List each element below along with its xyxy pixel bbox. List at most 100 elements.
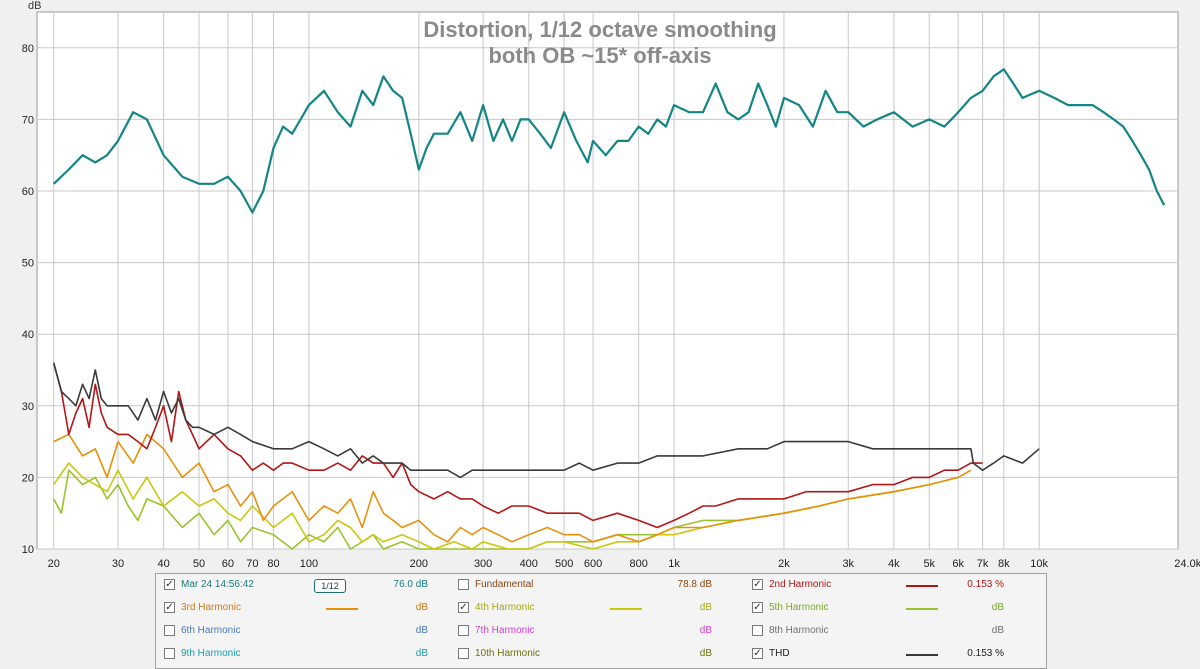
legend-item-7th-harmonic[interactable]: 7th Harmonic dB xyxy=(458,624,748,640)
legend-swatch xyxy=(610,608,642,610)
legend-label: 4th Harmonic xyxy=(475,602,535,613)
chart-subtitle: both OB ~15* off-axis xyxy=(488,43,711,68)
legend-label: THD xyxy=(769,648,790,659)
legend-value: dB xyxy=(699,625,712,636)
legend-checkbox[interactable]: ✓ xyxy=(458,602,469,613)
x-tick-label: 3k xyxy=(842,558,854,570)
x-tick-label: 24.0k Hz xyxy=(1174,558,1200,570)
x-tick-label: 1k xyxy=(668,558,680,570)
distortion-chart: 20 30 40 50 60 70 80 100 200 300 400 500 600 800 1k 2k 3… xyxy=(22,0,1200,570)
legend-checkbox[interactable] xyxy=(164,648,175,659)
legend-checkbox[interactable]: ✓ xyxy=(164,602,175,613)
legend-label: 7th Harmonic xyxy=(475,625,535,636)
series-lines xyxy=(52,68,1166,550)
legend-item-measurement[interactable]: ✓ Mar 24 14:56:42 1/12 76.0 dB xyxy=(164,578,454,594)
legend-value: dB xyxy=(415,648,428,659)
legend-checkbox[interactable] xyxy=(458,579,469,590)
series-line-thd xyxy=(52,362,1040,479)
smoothing-badge[interactable]: 1/12 xyxy=(314,579,346,593)
legend-checkbox[interactable] xyxy=(458,648,469,659)
legend-checkbox[interactable] xyxy=(164,625,175,636)
legend-value: dB xyxy=(415,625,428,636)
x-tick-label: 70 xyxy=(246,558,258,570)
legend-label: Fundamental xyxy=(475,579,534,590)
legend-item-8th-harmonic[interactable]: 8th Harmonic dB xyxy=(752,624,1042,640)
legend-item-9th-harmonic[interactable]: 9th Harmonic dB xyxy=(164,647,454,663)
tick-labels: 20 30 40 50 60 70 80 100 200 300 400 500 600 800 1k 2k 3… xyxy=(22,43,1200,570)
legend-label: 6th Harmonic xyxy=(181,625,241,636)
legend-label: Mar 24 14:56:42 xyxy=(181,579,254,590)
legend-value: dB xyxy=(991,625,1004,636)
x-tick-label: 4k xyxy=(888,558,900,570)
x-tick-label: 5k xyxy=(923,558,935,570)
x-tick-label: 100 xyxy=(300,558,318,570)
legend-checkbox[interactable]: ✓ xyxy=(752,579,763,590)
legend-label: 3rd Harmonic xyxy=(181,602,242,613)
legend-item-3rd-harmonic[interactable]: ✓ 3rd Harmonic dB xyxy=(164,601,454,617)
chart-title: Distortion, 1/12 octave smoothing xyxy=(423,17,776,42)
legend-value: dB xyxy=(699,602,712,613)
legend-swatch xyxy=(906,585,938,587)
x-tick-label: 500 xyxy=(555,558,573,570)
x-tick-label: 8k xyxy=(998,558,1010,570)
y-tick-label: 80 xyxy=(22,43,34,55)
legend-checkbox[interactable]: ✓ xyxy=(752,602,763,613)
legend-item-10th-harmonic[interactable]: 10th Harmonic dB xyxy=(458,647,748,663)
legend-label: 5th Harmonic xyxy=(769,602,829,613)
x-tick-label: 60 xyxy=(222,558,234,570)
legend-swatch xyxy=(906,608,938,610)
legend-item-2nd-harmonic[interactable]: ✓ 2nd Harmonic 0.153 % xyxy=(752,578,1042,594)
series-line-mar-24-14-56-42 xyxy=(52,68,1166,214)
x-tick-label: 800 xyxy=(629,558,647,570)
x-tick-label: 80 xyxy=(267,558,279,570)
y-tick-label: 20 xyxy=(22,472,34,484)
legend-row-3: 6th Harmonic dB 7th Harmonic dB 8th Harm… xyxy=(156,620,1046,642)
legend-value: dB xyxy=(415,602,428,613)
legend-value: 78.8 dB xyxy=(677,579,712,590)
legend-item-4th-harmonic[interactable]: ✓ 4th Harmonic dB xyxy=(458,601,748,617)
x-tick-label: 7k xyxy=(977,558,989,570)
y-tick-label: 30 xyxy=(22,401,34,413)
legend-row-4: 9th Harmonic dB 10th Harmonic dB ✓ THD 0… xyxy=(156,643,1046,665)
y-tick-label: 50 xyxy=(22,258,34,270)
x-tick-label: 40 xyxy=(157,558,169,570)
legend-label: 9th Harmonic xyxy=(181,648,241,659)
legend-item-6th-harmonic[interactable]: 6th Harmonic dB xyxy=(164,624,454,640)
y-tick-label: 10 xyxy=(22,544,34,556)
legend-panel: ✓ Mar 24 14:56:42 1/12 76.0 dB Fundament… xyxy=(155,573,1047,669)
legend-value: 0.153 % xyxy=(967,648,1004,659)
x-tick-label: 30 xyxy=(112,558,124,570)
y-tick-label: 60 xyxy=(22,186,34,198)
legend-row-2: ✓ 3rd Harmonic dB ✓ 4th Harmonic dB ✓ 5t… xyxy=(156,597,1046,619)
legend-checkbox[interactable] xyxy=(458,625,469,636)
x-tick-label: 50 xyxy=(193,558,205,570)
series-line-4th-harmonic xyxy=(53,462,959,550)
plot-background xyxy=(36,11,1179,550)
grid-lines xyxy=(37,12,1178,550)
legend-value: dB xyxy=(991,602,1004,613)
series-line-3rd-harmonic xyxy=(53,433,972,543)
series-line-2nd-harmonic xyxy=(52,362,983,529)
x-tick-label: 6k xyxy=(952,558,964,570)
legend-item-fundamental[interactable]: Fundamental 78.8 dB xyxy=(458,578,748,594)
legend-label: 8th Harmonic xyxy=(769,625,829,636)
x-tick-label: 400 xyxy=(520,558,538,570)
x-tick-label: 300 xyxy=(474,558,492,570)
x-tick-label: 2k xyxy=(778,558,790,570)
legend-row-1: ✓ Mar 24 14:56:42 1/12 76.0 dB Fundament… xyxy=(156,574,1046,596)
x-tick-label: 20 xyxy=(48,558,60,570)
legend-checkbox[interactable]: ✓ xyxy=(164,579,175,590)
y-axis-label: dB xyxy=(28,0,41,12)
legend-swatch xyxy=(906,654,938,656)
x-tick-label: 200 xyxy=(410,558,428,570)
legend-checkbox[interactable] xyxy=(752,625,763,636)
legend-checkbox[interactable]: ✓ xyxy=(752,648,763,659)
legend-swatch xyxy=(326,608,358,610)
y-tick-label: 40 xyxy=(22,329,34,341)
legend-item-5th-harmonic[interactable]: ✓ 5th Harmonic dB xyxy=(752,601,1042,617)
legend-value: 0.153 % xyxy=(967,579,1004,590)
legend-item-thd[interactable]: ✓ THD 0.153 % xyxy=(752,647,1042,663)
legend-value: dB xyxy=(699,648,712,659)
x-tick-label: 600 xyxy=(584,558,602,570)
legend-label: 10th Harmonic xyxy=(475,648,541,659)
